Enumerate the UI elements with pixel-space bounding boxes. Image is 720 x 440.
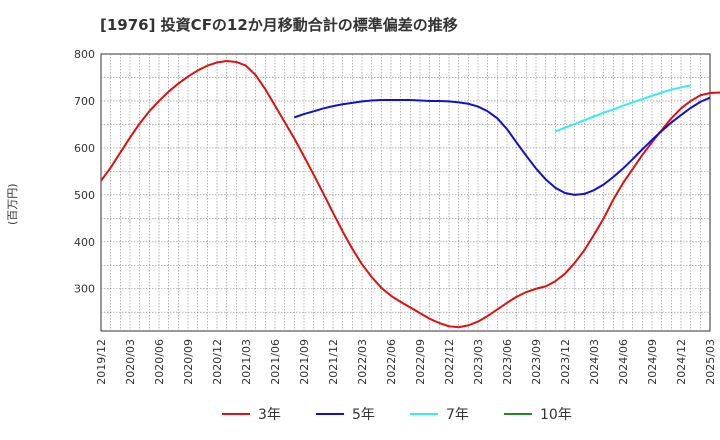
x-tick-label: 2019/12 <box>95 339 108 385</box>
x-tick-label: 2025/03 <box>704 339 717 385</box>
legend-label-5年: 5年 <box>352 407 375 423</box>
x-tick-label: 2022/03 <box>356 339 369 385</box>
x-tick-label: 2024/06 <box>617 339 630 385</box>
x-tick-label: 2020/12 <box>211 339 224 385</box>
y-axis: 300 400 500 600 700 800 <box>74 48 95 296</box>
x-tick-label: 2020/06 <box>153 339 166 385</box>
y-tick-label: 500 <box>74 189 95 202</box>
chart-title: [1976] 投資CFの12か月移動合計の標準偏差の推移 <box>100 16 458 34</box>
x-tick-label: 2021/06 <box>269 339 282 385</box>
x-tick-label: 2023/06 <box>501 339 514 385</box>
y-tick-label: 400 <box>74 236 95 249</box>
x-tick-label: 2023/12 <box>559 339 572 385</box>
legend-label-3年: 3年 <box>258 407 281 423</box>
x-tick-label: 2023/03 <box>472 339 485 385</box>
x-tick-label: 2020/09 <box>182 339 195 385</box>
x-tick-label: 2024/12 <box>675 339 688 385</box>
series-lines <box>100 60 720 329</box>
x-tick-label: 2021/03 <box>240 339 253 385</box>
x-tick-label: 2024/03 <box>588 339 601 385</box>
plot-area <box>100 53 711 332</box>
legend: 3年 5年 7年 10年 <box>222 407 572 423</box>
x-tick-label: 2022/09 <box>414 339 427 385</box>
series-line-3年 <box>100 60 720 329</box>
x-tick-label: 2024/09 <box>646 339 659 385</box>
series-line-7年 <box>554 84 691 133</box>
y-tick-label: 600 <box>74 142 95 155</box>
legend-label-10年: 10年 <box>540 407 572 423</box>
x-tick-label: 2023/09 <box>530 339 543 385</box>
x-tick-label: 2022/12 <box>443 339 456 385</box>
x-axis: 2019/12 2020/03 2020/06 2020/09 2020/12 2021/… <box>95 339 717 385</box>
series-line-5年 <box>294 96 711 196</box>
y-tick-label: 800 <box>74 48 95 61</box>
x-tick-label: 2020/03 <box>124 339 137 385</box>
x-tick-label: 2022/06 <box>385 339 398 385</box>
legend-label-7年: 7年 <box>446 407 469 423</box>
y-tick-label: 300 <box>74 283 95 296</box>
x-tick-label: 2021/09 <box>298 339 311 385</box>
y-tick-label: 700 <box>74 95 95 108</box>
x-tick-label: 2021/12 <box>327 339 340 385</box>
